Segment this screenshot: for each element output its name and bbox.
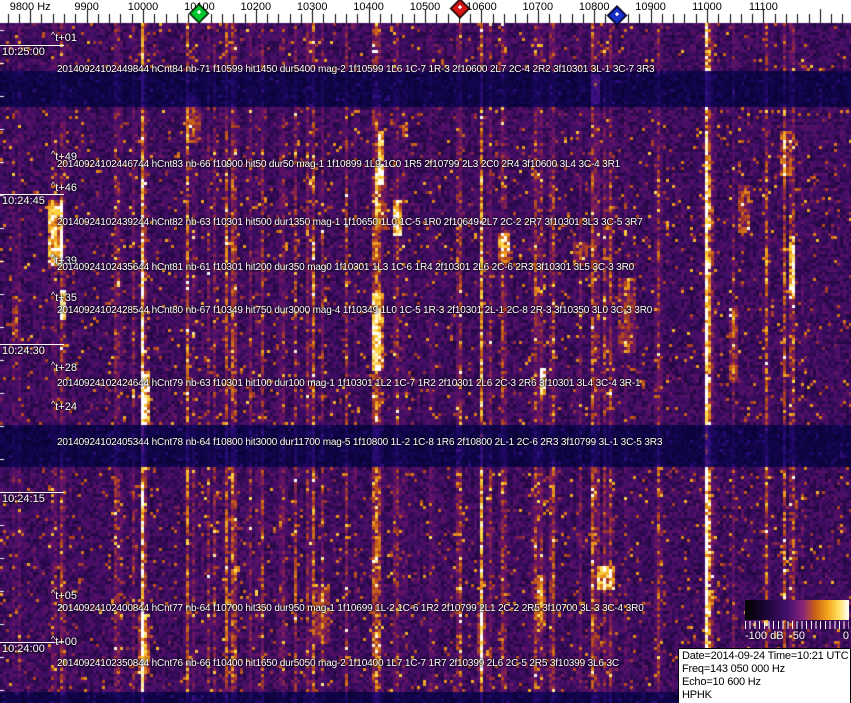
freq-axis-label: 10500 [409,1,441,13]
info-station-code: HPHK [682,689,712,701]
db-label-middle: -50 [789,630,805,642]
time-tick-line [0,194,64,195]
freq-axis-label: 10600 [466,1,497,13]
caret-icon: ^ [51,253,56,263]
status-info-box: Date=2014-09-24 Time=10:21 UTC Freq=143 … [678,648,851,703]
time-label: 10:24:45 [2,195,45,207]
event-offset-label: t+46 [55,182,77,194]
event-time-offset-marker: ^t+24 [51,399,77,413]
time-label: 10:25:00 [2,46,45,58]
detection-log-line: 20140924102446744 hCnt83 nb-66 f10900 hi… [57,159,621,170]
event-time-offset-marker: ^t+05 [51,588,77,602]
event-time-offset-marker: ^t+46 [51,180,77,194]
marker-diamond-blue-core [614,11,619,17]
freq-axis-label: 9800 Hz [9,1,51,13]
time-label: 10:24:15 [2,493,45,505]
caret-icon: ^ [51,399,56,409]
freq-axis-label: 10700 [522,1,554,13]
color-gradient-bar [745,600,849,620]
freq-axis-label: 11100 [748,1,778,13]
caret-icon: ^ [51,290,56,300]
event-offset-label: t+49 [55,151,77,163]
detection-log-line: 20140924102435644 hCnt81 nb-61 f10301 hi… [57,262,635,273]
info-date-time: Date=2014-09-24 Time=10:21 UTC [682,650,849,662]
db-scale-ticks [745,621,849,629]
time-tick-line [0,45,64,46]
freq-axis-label: 10800 [578,1,610,13]
time-label: 10:24:30 [2,345,45,357]
marker-diamond-green-core [197,9,202,15]
event-time-offset-marker: ^t+01 [51,30,77,44]
time-label: 10:24:00 [2,643,45,655]
event-offset-label: t+24 [55,401,77,413]
detection-log-line: 20140924102405344 hCnt78 nb-64 f10800 hi… [57,437,663,448]
freq-axis-label: 10300 [296,1,328,13]
info-frequency: Freq=143 050 000 Hz [682,663,785,675]
detection-log-line: 20140924102350844 hCnt76 nb-66 f10400 hi… [57,658,619,669]
event-time-offset-marker: ^t+28 [51,360,77,374]
db-label-min: -100 dB [745,630,784,642]
event-offset-label: t+01 [55,32,77,44]
time-tick-line [0,642,64,643]
freq-axis-label: 9900 [74,1,99,13]
caret-icon: ^ [51,360,56,370]
detection-log-line: 20140924102424644 hCnt79 nb-63 f10301 hi… [57,378,641,389]
detection-log-line: 20140924102428544 hCnt80 nb-67 f10349 hi… [57,305,653,316]
event-offset-label: t+05 [55,590,77,602]
event-time-offset-marker: ^t+35 [51,290,77,304]
event-offset-label: t+39 [55,255,77,267]
caret-icon: ^ [51,149,56,159]
freq-axis-label: 10000 [127,1,159,13]
detection-log-line: 20140924102449844 hCnt84 nb-71 f10599 hi… [57,64,655,75]
freq-axis-label: 11000 [692,1,722,13]
detection-log-line: 20140924102439244 hCnt82 nb-63 f10301 hi… [57,217,643,228]
caret-icon: ^ [51,30,56,40]
caret-icon: ^ [51,180,56,190]
event-time-offset-marker: ^t+49 [51,149,77,163]
caret-icon: ^ [51,634,56,644]
event-offset-label: t+28 [55,362,77,374]
freq-axis-label: 10400 [353,1,384,13]
event-time-offset-marker: ^t+39 [51,253,77,267]
detection-log-line: 20140924102400844 hCnt77 nb-64 f10700 hi… [57,603,644,614]
event-offset-label: t+00 [55,636,77,648]
event-time-offset-marker: ^t+00 [51,634,77,648]
info-echo-frequency: Echo=10 600 Hz [682,676,761,688]
event-offset-label: t+35 [55,292,77,304]
time-tick-line [0,492,64,493]
freq-axis-label: 10200 [240,1,272,13]
db-color-scale: -100 dB -50 0 [745,600,849,643]
caret-icon: ^ [51,588,56,598]
db-scale-labels: -100 dB -50 0 [745,630,849,643]
db-label-max: 0 [842,630,849,642]
marker-diamond-red-core [457,4,463,10]
time-tick-line [0,344,64,345]
freq-axis-label: 10900 [635,1,666,13]
